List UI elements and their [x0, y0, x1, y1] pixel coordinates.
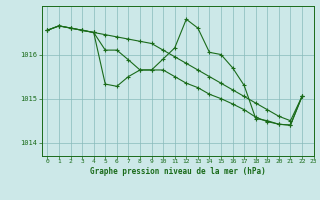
X-axis label: Graphe pression niveau de la mer (hPa): Graphe pression niveau de la mer (hPa)	[90, 167, 266, 176]
